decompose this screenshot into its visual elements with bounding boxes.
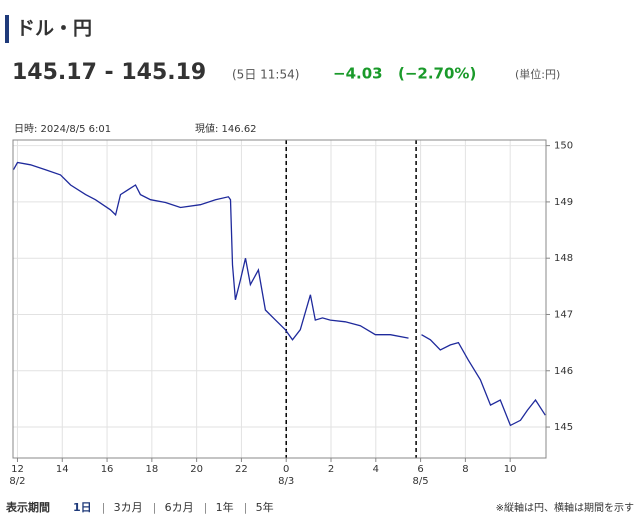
y-tick-label: 146 — [554, 366, 573, 377]
date-label: 8/2 — [9, 476, 25, 487]
period-selector: 1日 | 3カ月 | 6カ月 | 1年 | 5年 — [73, 500, 274, 514]
unit: (単位:円) — [515, 67, 560, 81]
period-option[interactable]: 1日 — [73, 501, 92, 514]
price: 145.17 - 145.19 — [12, 60, 206, 85]
x-tick-label: 4 — [373, 464, 379, 475]
separator: | — [204, 501, 208, 514]
plot-frame — [12, 139, 547, 459]
x-tick-label: 6 — [417, 464, 423, 475]
period-option[interactable]: 5年 — [256, 500, 274, 514]
x-tick-label: 16 — [101, 464, 114, 475]
title: ドル・円 — [16, 18, 92, 40]
separator: | — [153, 501, 157, 514]
x-tick-label: 2 — [328, 464, 334, 475]
date-label: 8/5 — [413, 476, 429, 487]
period-label: 表示期間 — [5, 500, 50, 514]
title-bar — [5, 15, 9, 43]
x-tick-label: 22 — [235, 464, 248, 475]
x-tick-label: 20 — [190, 464, 203, 475]
change: −4.03 — [333, 65, 383, 83]
separator: | — [102, 501, 106, 514]
y-tick-label: 145 — [554, 422, 573, 433]
x-tick-label: 14 — [56, 464, 69, 475]
footer-note: ※縦軸は円、横軸は期間を示す — [496, 501, 634, 514]
date-label: 8/3 — [278, 476, 294, 487]
y-tick-label: 148 — [554, 253, 573, 264]
separator: | — [244, 501, 248, 514]
chart-current: 現値: 146.62 — [195, 122, 257, 135]
y-tick-label: 149 — [554, 197, 573, 208]
chart-datetime: 日時: 2024/8/5 6:01 — [14, 123, 111, 135]
period-option[interactable]: 6カ月 — [165, 501, 194, 514]
x-tick-label: 18 — [145, 464, 158, 475]
x-tick-label: 10 — [504, 464, 517, 475]
period-option[interactable]: 3カ月 — [114, 501, 143, 514]
x-tick-label: 12 — [11, 464, 24, 475]
quote-time: (5日 11:54) — [232, 68, 299, 82]
period-option[interactable]: 1年 — [216, 500, 234, 514]
plot — [12, 140, 550, 462]
x-tick-label: 0 — [283, 464, 289, 475]
price-line — [12, 161, 546, 427]
y-tick-label: 150 — [554, 141, 573, 152]
y-tick-label: 147 — [554, 309, 573, 320]
x-tick-label: 8 — [462, 464, 468, 475]
change-pct: (−2.70%) — [398, 65, 476, 83]
